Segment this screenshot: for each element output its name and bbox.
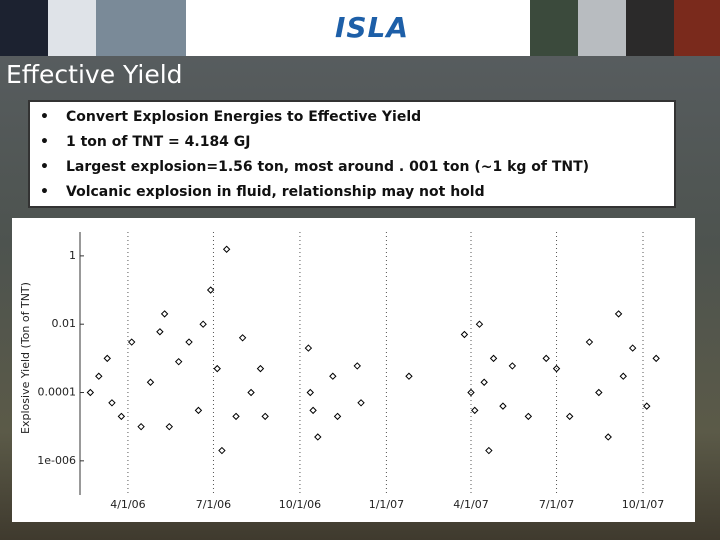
- data-point: [137, 422, 145, 431]
- data-point: [127, 338, 136, 346]
- x-tick-label: 1/1/07: [369, 498, 404, 511]
- data-point: [222, 245, 231, 253]
- banner-image: [48, 0, 96, 56]
- banner-image: [96, 0, 186, 56]
- y-tick-label: 0.01: [52, 317, 77, 330]
- bullet: Volcanic explosion in fluid, relationshi…: [30, 180, 674, 205]
- x-tick-label: 4/1/07: [453, 498, 488, 511]
- y-tick-label: 1e-006: [37, 454, 76, 467]
- data-point: [247, 388, 255, 397]
- data-point: [206, 286, 215, 294]
- data-point: [614, 310, 623, 318]
- data-point: [480, 378, 488, 386]
- data-point: [405, 372, 413, 380]
- data-point: [117, 412, 126, 421]
- data-point: [185, 338, 193, 346]
- data-point: [306, 388, 314, 397]
- y-tick-label: 1: [69, 249, 76, 262]
- data-point: [357, 399, 365, 407]
- data-point: [604, 433, 612, 441]
- data-point: [333, 412, 342, 421]
- data-point: [524, 412, 533, 421]
- banner-image: [626, 0, 674, 56]
- data-point: [156, 328, 164, 336]
- y-tick-label: 0.0001: [38, 386, 77, 399]
- x-tick-label: 7/1/06: [196, 498, 231, 511]
- data-point: [165, 422, 173, 431]
- data-point: [619, 372, 627, 380]
- data-point: [652, 354, 660, 363]
- data-point: [353, 362, 361, 370]
- data-point: [329, 372, 337, 380]
- x-tick-label: 4/1/06: [110, 498, 145, 511]
- data-point: [542, 354, 550, 363]
- data-point: [489, 354, 498, 363]
- x-tick-label: 10/1/07: [622, 498, 664, 511]
- banner: ISLA: [0, 0, 720, 56]
- data-point: [304, 344, 313, 352]
- banner-image: [0, 0, 48, 56]
- data-point: [565, 412, 574, 421]
- data-point: [218, 446, 226, 455]
- bullet: Convert Explosion Energies to Effective …: [30, 105, 674, 130]
- logo: ISLA: [334, 11, 410, 44]
- x-tick-label: 10/1/06: [279, 498, 321, 511]
- data-point: [314, 433, 322, 441]
- data-point: [595, 388, 603, 397]
- chart: Explosive Yield (Ton of TNT) 1 0.01 0.0001…: [12, 218, 695, 522]
- data-point: [471, 406, 479, 415]
- data-point: [643, 402, 651, 410]
- data-point: [194, 406, 203, 415]
- data-point: [238, 334, 247, 342]
- x-tick-label: 7/1/07: [539, 498, 574, 511]
- bullet: Largest explosion=1.56 ton, most around …: [30, 155, 674, 180]
- banner-image: [530, 0, 578, 56]
- data-point: [261, 412, 269, 421]
- y-axis-label: Explosive Yield (Ton of TNT): [19, 282, 32, 434]
- data-point: [160, 310, 169, 318]
- data-point: [309, 406, 317, 415]
- data-point: [552, 364, 561, 373]
- slide-title: Effective Yield: [6, 60, 183, 89]
- bullet-list: Convert Explosion Energies to Effective …: [28, 100, 676, 208]
- data-point: [485, 446, 493, 455]
- bullet: 1 ton of TNT = 4.184 GJ: [30, 130, 674, 155]
- data-point: [499, 402, 507, 410]
- data-point: [475, 320, 484, 328]
- data-point: [256, 364, 265, 373]
- banner-image: [674, 0, 720, 56]
- data-point: [232, 412, 240, 421]
- data-point: [628, 344, 637, 352]
- data-point: [508, 362, 517, 370]
- chart-background: [12, 218, 695, 522]
- data-point: [467, 388, 475, 397]
- data-point: [585, 338, 594, 346]
- data-point: [213, 364, 221, 373]
- data-point: [95, 372, 103, 380]
- data-point: [86, 388, 95, 397]
- data-point: [460, 330, 469, 339]
- data-point: [108, 399, 116, 407]
- data-point: [103, 354, 111, 363]
- data-point: [199, 320, 207, 328]
- banner-image: [578, 0, 626, 56]
- data-point: [174, 357, 183, 366]
- data-point: [146, 378, 155, 386]
